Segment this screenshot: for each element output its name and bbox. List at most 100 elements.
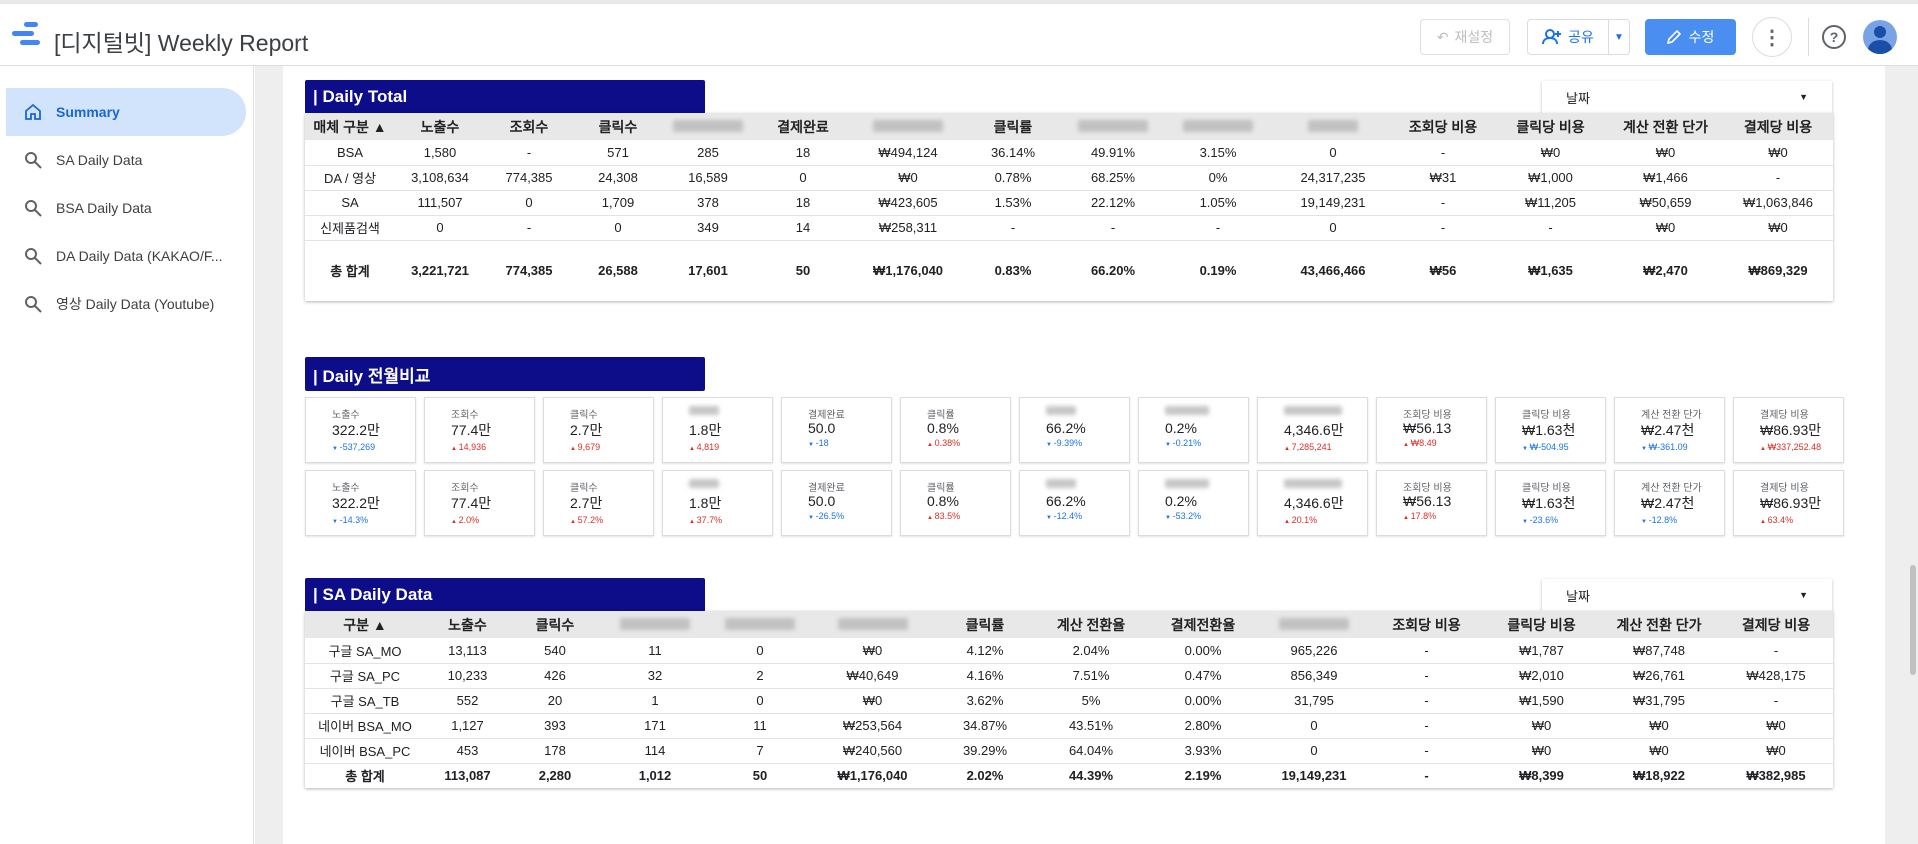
scorecard[interactable]: 클릭수 2.7만 ▲ 9,679: [543, 397, 654, 463]
scorecard[interactable]: 4,346.6만 ▲ 7,285,241: [1257, 397, 1368, 463]
column-header[interactable]: 조회수: [485, 113, 573, 140]
scorecard[interactable]: 조회수 77.4만 ▲ 14,936: [424, 397, 535, 463]
total-cell: -: [1424, 768, 1429, 784]
column-header[interactable]: 결제당 비용: [1719, 611, 1833, 638]
column-header[interactable]: 계산 전환 단가: [1608, 113, 1723, 140]
column-header[interactable]: [1163, 113, 1273, 140]
column-header[interactable]: [853, 113, 963, 140]
sidebar-item-bsa-daily[interactable]: BSA Daily Data: [6, 184, 246, 232]
scorecard[interactable]: 0.2% ▼ -0.21%: [1138, 397, 1249, 463]
more-options-icon[interactable]: ⋮: [1752, 17, 1792, 57]
column-header[interactable]: 결제당 비용: [1723, 113, 1833, 140]
table-cell: ₩494,124: [853, 140, 963, 166]
sidebar-item-summary[interactable]: Summary: [6, 88, 246, 136]
table-cell: ₩258,311: [853, 215, 963, 241]
column-header[interactable]: 클릭수: [573, 113, 663, 140]
column-header[interactable]: 클릭수: [510, 611, 600, 638]
scorecard[interactable]: 1.8만 ▲ 37.7%: [662, 470, 773, 536]
table-cell: -: [1393, 190, 1493, 216]
column-header[interactable]: 클릭률: [963, 113, 1063, 140]
scorecard[interactable]: 4,346.6만 ▲ 20.1%: [1257, 470, 1368, 536]
column-header[interactable]: [710, 611, 810, 638]
redacted-label: [1046, 406, 1076, 415]
column-header[interactable]: 결제완료: [753, 113, 853, 140]
share-button[interactable]: 공유 ▼: [1527, 19, 1630, 55]
reset-button[interactable]: ↶ 재설정: [1420, 19, 1510, 55]
scorecard-value: 4,346.6만: [1284, 422, 1344, 438]
column-header[interactable]: 조회당 비용: [1393, 113, 1493, 140]
column-header[interactable]: [1259, 611, 1369, 638]
scorecard[interactable]: 클릭수 2.7만 ▲ 57.2%: [543, 470, 654, 536]
scorecard[interactable]: 클릭률 0.8% ▲ 0.38%: [900, 397, 1011, 463]
arrow-up-icon: ▲: [689, 446, 697, 452]
scorecard-value: 1.8만: [689, 495, 722, 511]
scorecard-delta: ▲ 14,936: [451, 442, 534, 452]
date-range-control[interactable]: 날짜 ▼: [1542, 81, 1832, 113]
scorecard[interactable]: 조회당 비용 ₩56.13 ▲ ₩8.49: [1376, 397, 1487, 463]
scorecard[interactable]: 조회당 비용 ₩56.13 ▲ 17.8%: [1376, 470, 1487, 536]
scorecard[interactable]: 66.2% ▼ -9.39%: [1019, 397, 1130, 463]
table-cell: ₩1,787: [1484, 638, 1599, 664]
scorecard-label: 조회수: [451, 410, 479, 421]
report-title[interactable]: [디지털빗] Weekly Report: [54, 30, 309, 56]
table-cell: 0: [1259, 713, 1369, 739]
scorecard[interactable]: 0.2% ▼ -53.2%: [1138, 470, 1249, 536]
share-dropdown-icon[interactable]: ▼: [1614, 31, 1624, 43]
share-main[interactable]: 공유: [1528, 20, 1609, 54]
delta-value: -9.39%: [1053, 438, 1083, 448]
scorecard[interactable]: 클릭당 비용 ₩1.63천 ▼ -23.6%: [1495, 470, 1606, 536]
scorecard[interactable]: 클릭당 비용 ₩1.63천 ▼ ₩-504.95: [1495, 397, 1606, 463]
scorecard[interactable]: 결제당 비용 ₩86.93만 ▲ ₩337,252.48: [1733, 397, 1844, 463]
column-header[interactable]: 클릭당 비용: [1493, 113, 1608, 140]
avatar[interactable]: [1863, 20, 1897, 54]
sidebar-item-sa-daily[interactable]: SA Daily Data: [6, 136, 246, 184]
scorecard-value: 0.8%: [927, 493, 959, 509]
column-header[interactable]: [1063, 113, 1163, 140]
column-header[interactable]: 결제전환율: [1147, 611, 1259, 638]
scorecard[interactable]: 결제완료 50.0 ▼ -18: [781, 397, 892, 463]
column-header[interactable]: [1273, 113, 1393, 140]
scorecard[interactable]: 노출수 322.2만 ▼ -14.3%: [305, 470, 416, 536]
column-header[interactable]: [600, 611, 710, 638]
column-header[interactable]: 노출수: [395, 113, 485, 140]
column-header[interactable]: 매체 구분 ▲: [305, 113, 395, 140]
table-cell: 3.93%: [1147, 738, 1259, 764]
sa-date-range-control[interactable]: 날짜 ▼: [1542, 579, 1832, 611]
sidebar-item-video-daily[interactable]: 영상 Daily Data (Youtube): [6, 280, 246, 328]
help-icon[interactable]: ?: [1822, 25, 1846, 49]
column-header[interactable]: 계산 전환 단가: [1599, 611, 1719, 638]
column-header[interactable]: [810, 611, 935, 638]
scorecard[interactable]: 결제당 비용 ₩86.93만 ▲ 63.4%: [1733, 470, 1844, 536]
column-header[interactable]: 클릭률: [935, 611, 1035, 638]
total-cell: ₩1,176,040: [837, 768, 908, 784]
scorecard-label: 결제완료: [808, 410, 845, 421]
total-cell: ₩1,176,040: [872, 263, 944, 279]
total-cell: 총 합계: [330, 264, 370, 280]
scorecard[interactable]: 계산 전환 단가 ₩2.47천 ▼ -12.8%: [1614, 470, 1725, 536]
table-cell: 18: [753, 190, 853, 216]
sidebar-item-da-daily[interactable]: DA Daily Data (KAKAO/F...: [6, 232, 246, 280]
table-cell: 7: [710, 738, 810, 764]
column-header[interactable]: 계산 전환율: [1035, 611, 1147, 638]
delta-value: 2.0%: [458, 515, 480, 525]
column-header[interactable]: 구분 ▲: [305, 611, 425, 638]
sidebar-item-label: DA Daily Data (KAKAO/F...: [56, 248, 223, 264]
scorecard-value: 0.2%: [1165, 493, 1197, 509]
scrollbar[interactable]: [1910, 565, 1916, 675]
column-header[interactable]: 조회당 비용: [1369, 611, 1484, 638]
table-cell: 540: [510, 638, 600, 664]
edit-button[interactable]: 수정: [1645, 19, 1736, 55]
scorecard[interactable]: 계산 전환 단가 ₩2.47천 ▼ ₩-361.09: [1614, 397, 1725, 463]
scorecard-value: 50.0: [808, 493, 836, 509]
data-studio-logo-icon[interactable]: [12, 22, 42, 50]
column-header[interactable]: 노출수: [425, 611, 510, 638]
scorecard[interactable]: 1.8만 ▲ 4,819: [662, 397, 773, 463]
scorecard[interactable]: 노출수 322.2만 ▼ -537,269: [305, 397, 416, 463]
column-header[interactable]: [663, 113, 753, 140]
column-header[interactable]: 클릭당 비용: [1484, 611, 1599, 638]
scorecard[interactable]: 결제완료 50.0 ▼ -26.5%: [781, 470, 892, 536]
undo-icon: ↶: [1436, 28, 1449, 45]
scorecard[interactable]: 66.2% ▼ -12.4%: [1019, 470, 1130, 536]
scorecard[interactable]: 조회수 77.4만 ▲ 2.0%: [424, 470, 535, 536]
scorecard[interactable]: 클릭률 0.8% ▲ 83.5%: [900, 470, 1011, 536]
